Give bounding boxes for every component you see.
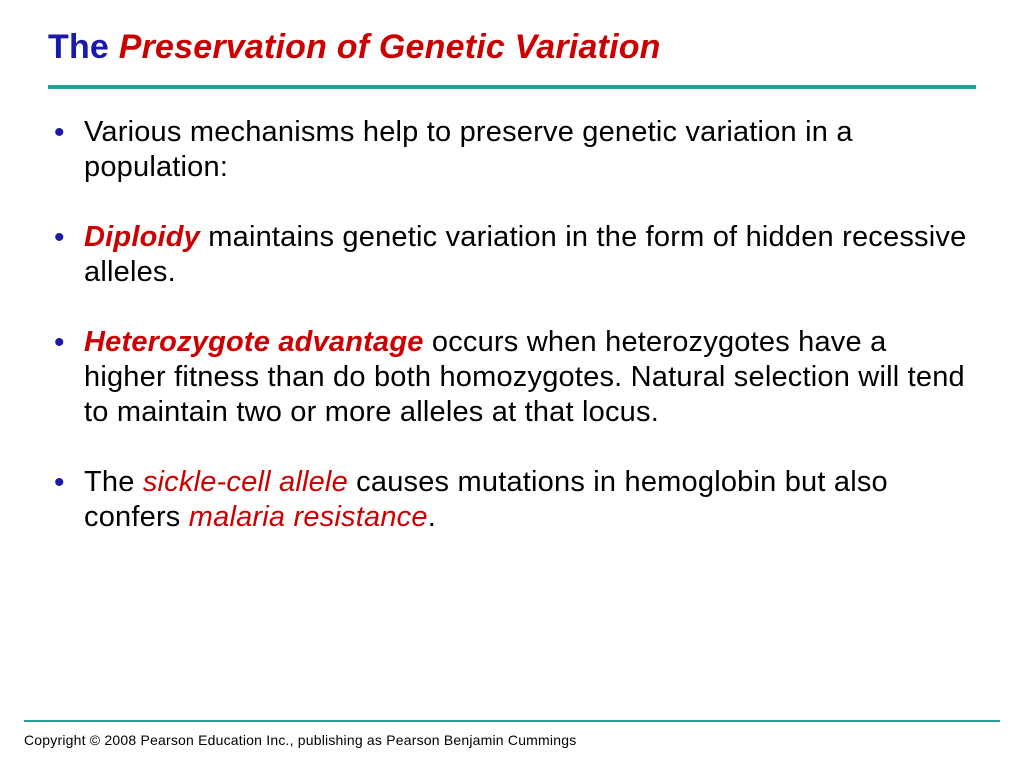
copyright-text: Copyright © 2008 Pearson Education Inc.,… <box>24 732 576 748</box>
bullet-item: Diploidy maintains genetic variation in … <box>48 220 976 291</box>
term-malaria-resistance: malaria resistance <box>189 501 428 533</box>
bullet-text: Various mechanisms help to preserve gene… <box>84 116 853 183</box>
bullet-text: . <box>428 501 436 533</box>
bullet-list: Various mechanisms help to preserve gene… <box>48 115 976 535</box>
term-sickle-cell: sickle-cell allele <box>143 466 348 498</box>
slide-container: The Preservation of Genetic Variation Va… <box>0 0 1024 535</box>
bullet-text: maintains genetic variation in the form … <box>84 221 966 288</box>
divider-top <box>48 85 976 89</box>
bullet-item: Various mechanisms help to preserve gene… <box>48 115 976 186</box>
title-part-main: Preservation of Genetic Variation <box>119 28 661 66</box>
bullet-item: The sickle-cell allele causes mutations … <box>48 465 976 536</box>
bullet-item: Heterozygote advantage occurs when heter… <box>48 325 976 431</box>
title-part-the: The <box>48 28 119 66</box>
term-heterozygote-advantage: Heterozygote advantage <box>84 326 424 358</box>
term-diploidy: Diploidy <box>84 221 200 253</box>
slide-title: The Preservation of Genetic Variation <box>48 28 976 67</box>
divider-bottom <box>24 720 1000 722</box>
bullet-text: The <box>84 466 143 498</box>
